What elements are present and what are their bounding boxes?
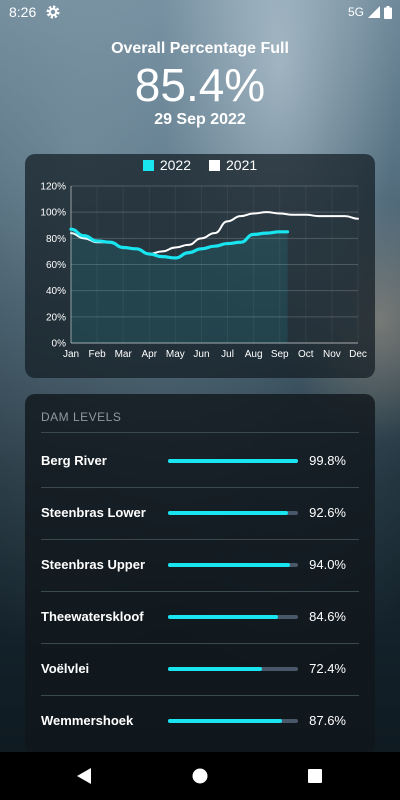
dam-level-track: [168, 667, 298, 671]
dam-level-fill: [168, 667, 263, 671]
legend-item-2021[interactable]: 2021: [209, 157, 257, 173]
x-tick-label: Jan: [63, 349, 79, 360]
dam-row-steenbras-upper[interactable]: Steenbras Upper 94.0%: [41, 539, 359, 591]
dam-level-track: [168, 615, 298, 619]
back-icon[interactable]: [72, 764, 96, 788]
series-line-2022: [69, 227, 290, 260]
divider: [41, 591, 359, 592]
legend-label-2022: 2022: [159, 157, 191, 173]
x-tick-label: Sep: [271, 349, 289, 360]
status-right: 5G: [348, 5, 392, 19]
status-time: 8:26: [9, 4, 37, 20]
overall-label: Overall Percentage Full: [111, 40, 289, 57]
dam-row-theewaterskloof[interactable]: Theewaterskloof 84.6%: [41, 591, 359, 643]
dam-value: 84.6%: [309, 609, 346, 624]
dam-name: Berg River: [41, 453, 107, 468]
x-tick-label: Mar: [115, 349, 133, 360]
dam-name: Steenbras Lower: [41, 505, 146, 520]
legend-item-2022[interactable]: 2022: [142, 157, 191, 173]
dam-row-wemmershoek[interactable]: Wemmershoek 87.6%: [41, 695, 359, 747]
dam-level-fill: [168, 563, 291, 567]
x-tick-label: May: [166, 349, 185, 360]
battery-icon: [384, 5, 392, 19]
x-tick-label: Apr: [141, 349, 157, 360]
dam-value: 87.6%: [309, 713, 346, 728]
dam-name: Voëlvlei: [41, 661, 90, 676]
legend-label-2021: 2021: [226, 157, 258, 173]
overall-percentage: 85.4%: [134, 59, 266, 111]
divider: [41, 487, 359, 488]
navigation-bar: [0, 752, 400, 800]
y-tick-label: 20%: [46, 312, 66, 323]
network-type: 5G: [347, 5, 364, 19]
dam-name: Theewaterskloof: [41, 609, 144, 624]
x-tick-label: Jul: [221, 349, 234, 360]
y-tick-label: 0%: [52, 339, 67, 350]
legend-swatch-2022: [142, 159, 154, 171]
dam-row-berg-river[interactable]: Berg River 99.8%: [41, 435, 359, 487]
overview-header: Overall Percentage Full 85.4% 29 Sep 202…: [0, 40, 400, 129]
y-tick-label: 100%: [40, 208, 66, 219]
x-tick-label: Nov: [323, 349, 341, 360]
recents-icon[interactable]: [303, 764, 327, 788]
divider: [41, 539, 359, 540]
divider: [41, 695, 359, 696]
x-tick-label: Jun: [193, 349, 209, 360]
divider: [41, 643, 359, 644]
dam-name: Wemmershoek: [41, 713, 134, 728]
plot-area: [71, 186, 358, 343]
divider: [41, 432, 359, 433]
chart-card: 0% 20% 40% 60% 80% 100% 120% Jan Feb Mar Apr May Jun…: [25, 154, 375, 378]
dam-level-track: [168, 511, 298, 515]
dam-level-fill: [168, 459, 298, 463]
dam-levels-card: DAM LEVELS Berg River 99.8% Steenbras Lo…: [25, 394, 375, 754]
x-tick-label: Aug: [245, 349, 263, 360]
gear-icon: [46, 5, 60, 19]
dam-level-track: [168, 563, 298, 567]
y-tick-label: 120%: [40, 182, 66, 193]
dam-level-fill: [168, 511, 289, 515]
dam-row-steenbras-lower[interactable]: Steenbras Lower 92.6%: [41, 487, 359, 539]
legend-swatch-2021: [209, 159, 220, 171]
dam-value: 99.8%: [309, 453, 346, 468]
dam-level-fill: [168, 615, 278, 619]
x-tick-label: Feb: [88, 349, 106, 360]
series-area-2022: [71, 229, 288, 343]
dam-row-voelvlei[interactable]: Voëlvlei 72.4%: [41, 643, 359, 695]
home-icon[interactable]: [188, 764, 212, 788]
dam-level-chart: 0% 20% 40% 60% 80% 100% 120% Jan Feb Mar Apr May Jun…: [40, 182, 367, 361]
dam-value: 94.0%: [309, 557, 346, 572]
dam-level-fill: [168, 719, 282, 723]
status-bar: 8:26 5G: [0, 0, 400, 24]
dam-levels-title: DAM LEVELS: [41, 410, 122, 424]
y-tick-label: 60%: [46, 260, 66, 271]
x-tick-label: Dec: [349, 349, 367, 360]
chart-legend: 2022 2021: [25, 157, 375, 173]
y-tick-label: 80%: [46, 234, 66, 245]
dam-level-track: [168, 459, 298, 463]
y-tick-label: 40%: [46, 286, 66, 297]
dam-name: Steenbras Upper: [41, 557, 146, 572]
overall-date: 29 Sep 2022: [154, 111, 246, 128]
dam-value: 72.4%: [309, 661, 346, 676]
dam-value: 92.6%: [309, 505, 346, 520]
x-tick-label: Oct: [298, 349, 314, 360]
signal-icon: [368, 6, 380, 18]
dam-level-track: [168, 719, 298, 723]
